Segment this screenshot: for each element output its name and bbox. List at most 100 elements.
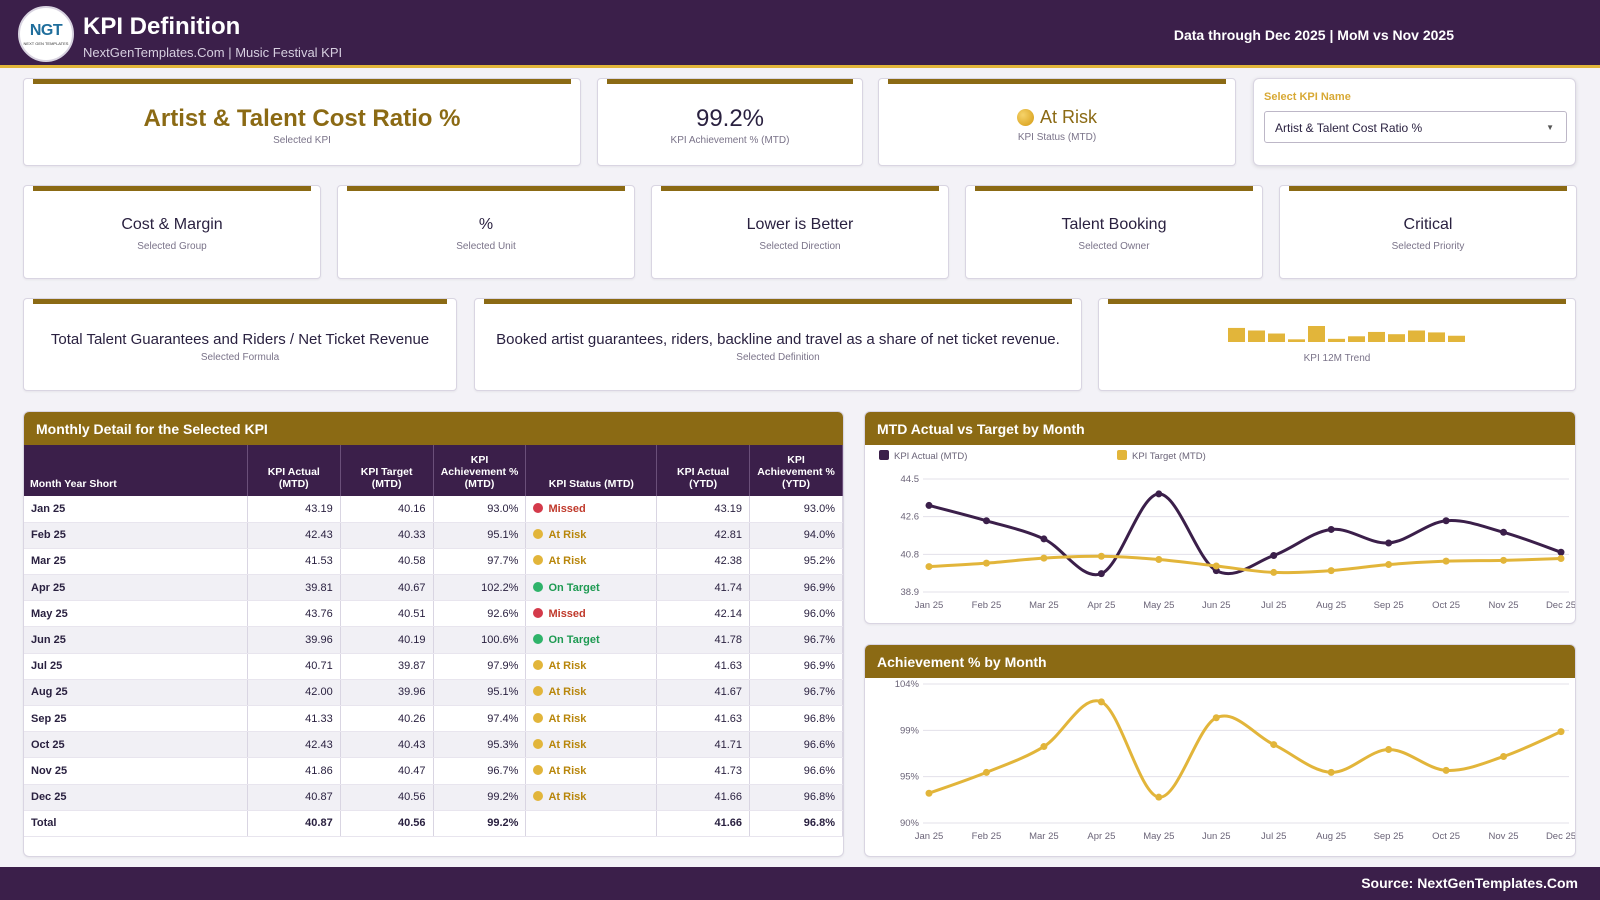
column-header[interactable]: KPI Target (MTD) (340, 445, 434, 496)
column-header[interactable]: KPI Status (MTD) (525, 445, 658, 496)
column-header[interactable]: KPI Achievement % (YTD) (749, 445, 843, 496)
data-point[interactable] (982, 768, 990, 776)
legend-swatch (1117, 450, 1127, 460)
data-point[interactable] (1557, 555, 1565, 563)
column-header[interactable]: Month Year Short (24, 445, 248, 496)
data-point[interactable] (1040, 743, 1048, 751)
data-point[interactable] (1040, 535, 1048, 543)
table-row[interactable]: Aug 25 42.00 39.96 95.1% At Risk 41.67 96.7% (24, 679, 843, 707)
table-cell: 96.8% (749, 705, 843, 733)
status-circle-icon (1016, 109, 1034, 126)
data-point[interactable] (1500, 556, 1508, 564)
series-line (928, 492, 1562, 577)
table-row[interactable]: Feb 25 42.43 40.33 95.1% At Risk 42.81 94.0% (24, 522, 843, 549)
column-header[interactable]: KPI Actual (MTD) (247, 445, 341, 496)
data-point[interactable] (1097, 570, 1105, 578)
x-tick-label: Apr 25 (1087, 600, 1115, 611)
status-text: On Target (548, 634, 600, 647)
table-cell: 96.9% (749, 653, 843, 680)
data-point[interactable] (1500, 752, 1508, 760)
table-row[interactable]: Apr 25 39.81 40.67 102.2% On Target 41.74 96.9… (24, 574, 843, 602)
data-point[interactable] (1270, 568, 1278, 576)
table-cell: 40.87 (247, 810, 341, 837)
data-point[interactable] (1557, 548, 1565, 556)
table-total-row[interactable]: Total 40.87 40.56 99.2% 41.66 96.8% (24, 810, 843, 837)
data-point[interactable] (1442, 557, 1450, 565)
attribute-label: Selected Direction (759, 241, 841, 252)
data-point[interactable] (1212, 714, 1220, 722)
trend-label: KPI 12M Trend (1303, 353, 1371, 364)
data-point[interactable] (1442, 517, 1450, 525)
table-row[interactable]: Dec 25 40.87 40.56 99.2% At Risk 41.66 96.8% (24, 784, 843, 811)
table-cell: Oct 25 (24, 731, 248, 759)
achievement-value: 99.2% (695, 105, 765, 132)
data-point[interactable] (925, 501, 933, 509)
selected-kpi-value: Artist & Talent Cost Ratio % (143, 105, 461, 132)
table-row[interactable]: Sep 25 41.33 40.26 97.4% At Risk 41.63 96.8% (24, 705, 843, 733)
data-point[interactable] (925, 563, 933, 571)
column-header[interactable]: KPI Achievement % (MTD) (433, 445, 527, 496)
data-point[interactable] (1270, 741, 1278, 749)
data-point[interactable] (1327, 525, 1335, 533)
table-cell: 96.7% (749, 679, 843, 707)
data-point[interactable] (1270, 551, 1278, 559)
data-point[interactable] (1557, 728, 1565, 736)
data-point[interactable] (1097, 698, 1105, 706)
x-tick-label: Oct 25 (1432, 831, 1460, 842)
table-row[interactable]: Oct 25 42.43 40.43 95.3% At Risk 41.71 96.6% (24, 731, 843, 759)
data-point[interactable] (1155, 556, 1163, 564)
data-point[interactable] (1040, 554, 1048, 562)
chevron-down-icon[interactable]: ▼ (1546, 123, 1554, 132)
y-tick-label: 95% (900, 772, 920, 783)
data-point[interactable] (1385, 539, 1393, 547)
sparkline-bar (1388, 334, 1405, 342)
table-row[interactable]: Nov 25 41.86 40.47 96.7% At Risk 41.73 96.6% (24, 757, 843, 785)
x-tick-label: Nov 25 (1488, 600, 1518, 611)
data-point[interactable] (1385, 561, 1393, 569)
data-point[interactable] (1500, 528, 1508, 536)
table-row[interactable]: Jul 25 40.71 39.87 97.9% At Risk 41.63 96.9% (24, 653, 843, 680)
table-row[interactable]: May 25 43.76 40.51 92.6% Missed 42.14 96.0% (24, 600, 843, 628)
formula-value: Total Talent Guarantees and Riders / Net… (50, 331, 430, 348)
card-accent-bar (607, 79, 853, 84)
table-cell: 97.4% (433, 705, 527, 733)
status-dot-icon (533, 764, 544, 775)
legend-label: KPI Target (MTD) (1132, 451, 1206, 462)
card-accent-bar (1108, 299, 1566, 304)
status-cell: At Risk (525, 784, 658, 811)
table-cell: 41.53 (247, 548, 341, 576)
sparkline-bar (1328, 338, 1345, 342)
y-tick-label: 38.9 (901, 587, 920, 598)
data-point[interactable] (1097, 552, 1105, 560)
table-cell: 41.63 (656, 705, 751, 733)
status-text: At Risk (548, 555, 587, 568)
status-cell: At Risk (525, 731, 658, 759)
table-row[interactable]: Jun 25 39.96 40.19 100.6% On Target 41.78 96.7… (24, 626, 843, 654)
data-point[interactable] (1385, 746, 1393, 754)
kpi-name-dropdown[interactable]: Artist & Talent Cost Ratio % ▼ (1264, 111, 1567, 143)
attribute-card: Lower is Better Selected Direction (651, 185, 949, 279)
data-point[interactable] (982, 517, 990, 525)
table-cell: 39.87 (340, 653, 434, 680)
data-point[interactable] (1327, 768, 1335, 776)
status-dot-icon (533, 581, 544, 592)
data-point[interactable] (1155, 793, 1163, 801)
data-point[interactable] (1212, 562, 1220, 570)
card-accent-bar (661, 186, 939, 191)
data-point[interactable] (1155, 490, 1163, 498)
table-cell: Apr 25 (24, 574, 248, 602)
definition-card: Booked artist guarantees, riders, backli… (474, 298, 1082, 391)
column-header[interactable]: KPI Actual (YTD) (656, 445, 751, 496)
card-accent-bar (975, 186, 1253, 191)
data-point[interactable] (1442, 766, 1450, 774)
table-row[interactable]: Mar 25 41.53 40.58 97.7% At Risk 42.38 95.2% (24, 548, 843, 576)
x-tick-label: Oct 25 (1432, 600, 1460, 611)
status-dot-icon (533, 686, 544, 697)
data-point[interactable] (925, 789, 933, 797)
kpi-selector-card: Select KPI Name Artist & Talent Cost Rat… (1253, 78, 1576, 166)
table-row[interactable]: Jan 25 43.19 40.16 93.0% Missed 43.19 93.0% (24, 496, 843, 523)
data-point[interactable] (1327, 567, 1335, 575)
brand-logo[interactable]: NGT NEXT GEN TEMPLATES (18, 6, 74, 62)
data-point[interactable] (982, 559, 990, 567)
card-accent-bar (347, 186, 625, 191)
